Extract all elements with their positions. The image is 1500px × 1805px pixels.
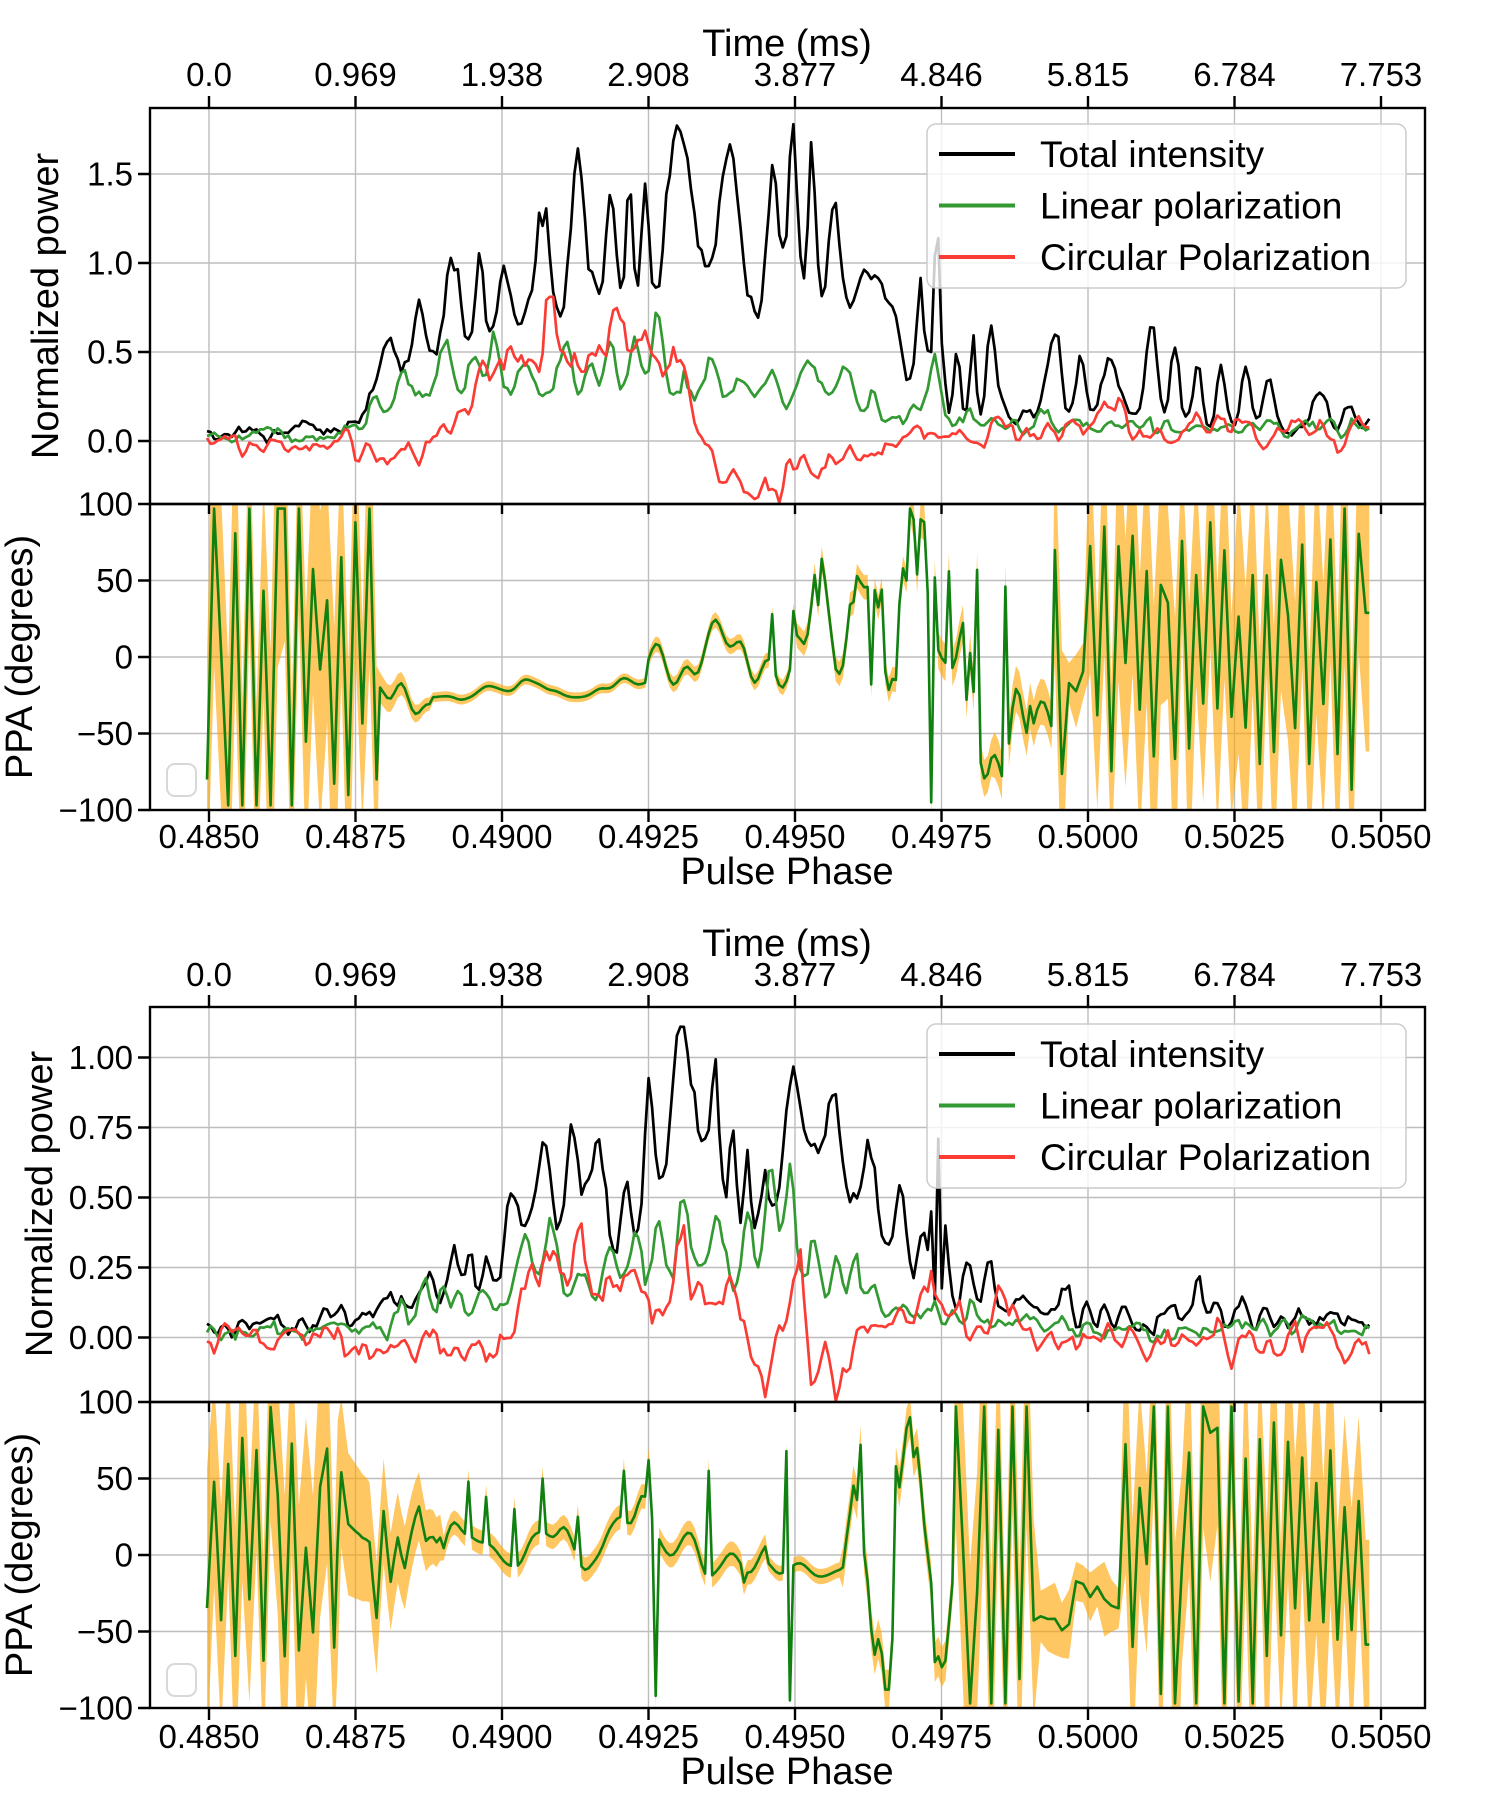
svg-text:0.5025: 0.5025 — [1184, 818, 1285, 855]
svg-text:0.25: 0.25 — [69, 1249, 133, 1286]
svg-text:Circular Polarization: Circular Polarization — [1040, 1137, 1371, 1178]
svg-text:Pulse Phase: Pulse Phase — [680, 851, 893, 893]
svg-text:PPA (degrees): PPA (degrees) — [0, 535, 41, 779]
svg-text:Linear polarization: Linear polarization — [1040, 1086, 1342, 1127]
svg-text:0.0: 0.0 — [186, 956, 232, 993]
svg-text:2.908: 2.908 — [607, 56, 690, 93]
svg-text:Pulse Phase: Pulse Phase — [680, 1751, 893, 1793]
svg-text:−100: −100 — [59, 1690, 133, 1727]
svg-text:0.5025: 0.5025 — [1184, 1718, 1285, 1755]
svg-text:1.938: 1.938 — [461, 56, 544, 93]
svg-text:0: 0 — [115, 1537, 133, 1574]
svg-text:1.938: 1.938 — [461, 956, 544, 993]
svg-text:50: 50 — [96, 562, 133, 599]
svg-text:6.784: 6.784 — [1193, 956, 1276, 993]
svg-text:−100: −100 — [59, 792, 133, 829]
svg-text:0.5000: 0.5000 — [1038, 1718, 1139, 1755]
svg-text:0.75: 0.75 — [69, 1109, 133, 1146]
svg-text:100: 100 — [78, 486, 133, 523]
svg-text:4.846: 4.846 — [900, 56, 983, 93]
svg-text:Normalized power: Normalized power — [19, 1051, 61, 1358]
svg-text:−50: −50 — [77, 715, 133, 752]
svg-text:PPA (degrees): PPA (degrees) — [0, 1433, 41, 1677]
svg-text:0.969: 0.969 — [314, 956, 397, 993]
svg-text:0.969: 0.969 — [314, 56, 397, 93]
svg-text:100: 100 — [78, 1384, 133, 1421]
svg-text:Circular Polarization: Circular Polarization — [1040, 237, 1371, 278]
svg-text:Time (ms): Time (ms) — [702, 23, 872, 65]
svg-text:2.908: 2.908 — [607, 956, 690, 993]
svg-text:Total intensity: Total intensity — [1040, 134, 1265, 175]
svg-text:0.4975: 0.4975 — [891, 818, 992, 855]
svg-text:1.00: 1.00 — [69, 1039, 133, 1076]
svg-text:0.0: 0.0 — [186, 56, 232, 93]
svg-text:7.753: 7.753 — [1340, 56, 1423, 93]
svg-text:0.4975: 0.4975 — [891, 1718, 992, 1755]
svg-text:0.4850: 0.4850 — [159, 818, 260, 855]
svg-text:0.4925: 0.4925 — [598, 1718, 699, 1755]
svg-text:3.877: 3.877 — [754, 56, 837, 93]
svg-text:1.5: 1.5 — [87, 156, 133, 193]
svg-text:0.0: 0.0 — [87, 423, 133, 460]
svg-text:0.5000: 0.5000 — [1038, 818, 1139, 855]
svg-text:5.815: 5.815 — [1047, 56, 1130, 93]
svg-text:1.0: 1.0 — [87, 245, 133, 282]
svg-text:0.4900: 0.4900 — [452, 818, 553, 855]
svg-text:0.5050: 0.5050 — [1331, 818, 1432, 855]
svg-text:Normalized power: Normalized power — [25, 153, 67, 460]
svg-text:Linear polarization: Linear polarization — [1040, 186, 1342, 227]
svg-text:0.4850: 0.4850 — [159, 1718, 260, 1755]
svg-text:0.4875: 0.4875 — [305, 1718, 406, 1755]
svg-text:0.00: 0.00 — [69, 1319, 133, 1356]
svg-text:0.4925: 0.4925 — [598, 818, 699, 855]
svg-text:4.846: 4.846 — [900, 956, 983, 993]
svg-text:0.50: 0.50 — [69, 1179, 133, 1216]
svg-text:0.4875: 0.4875 — [305, 818, 406, 855]
svg-text:7.753: 7.753 — [1340, 956, 1423, 993]
svg-text:0: 0 — [115, 639, 133, 676]
svg-text:0.4950: 0.4950 — [745, 1718, 846, 1755]
svg-text:Total intensity: Total intensity — [1040, 1034, 1265, 1075]
svg-text:5.815: 5.815 — [1047, 956, 1130, 993]
svg-text:0.4900: 0.4900 — [452, 1718, 553, 1755]
svg-text:3.877: 3.877 — [754, 956, 837, 993]
svg-text:Time (ms): Time (ms) — [702, 923, 872, 965]
svg-text:−50: −50 — [77, 1613, 133, 1650]
svg-text:0.5: 0.5 — [87, 334, 133, 371]
svg-text:0.4950: 0.4950 — [745, 818, 846, 855]
svg-text:50: 50 — [96, 1460, 133, 1497]
svg-text:0.5050: 0.5050 — [1331, 1718, 1432, 1755]
svg-text:6.784: 6.784 — [1193, 56, 1276, 93]
